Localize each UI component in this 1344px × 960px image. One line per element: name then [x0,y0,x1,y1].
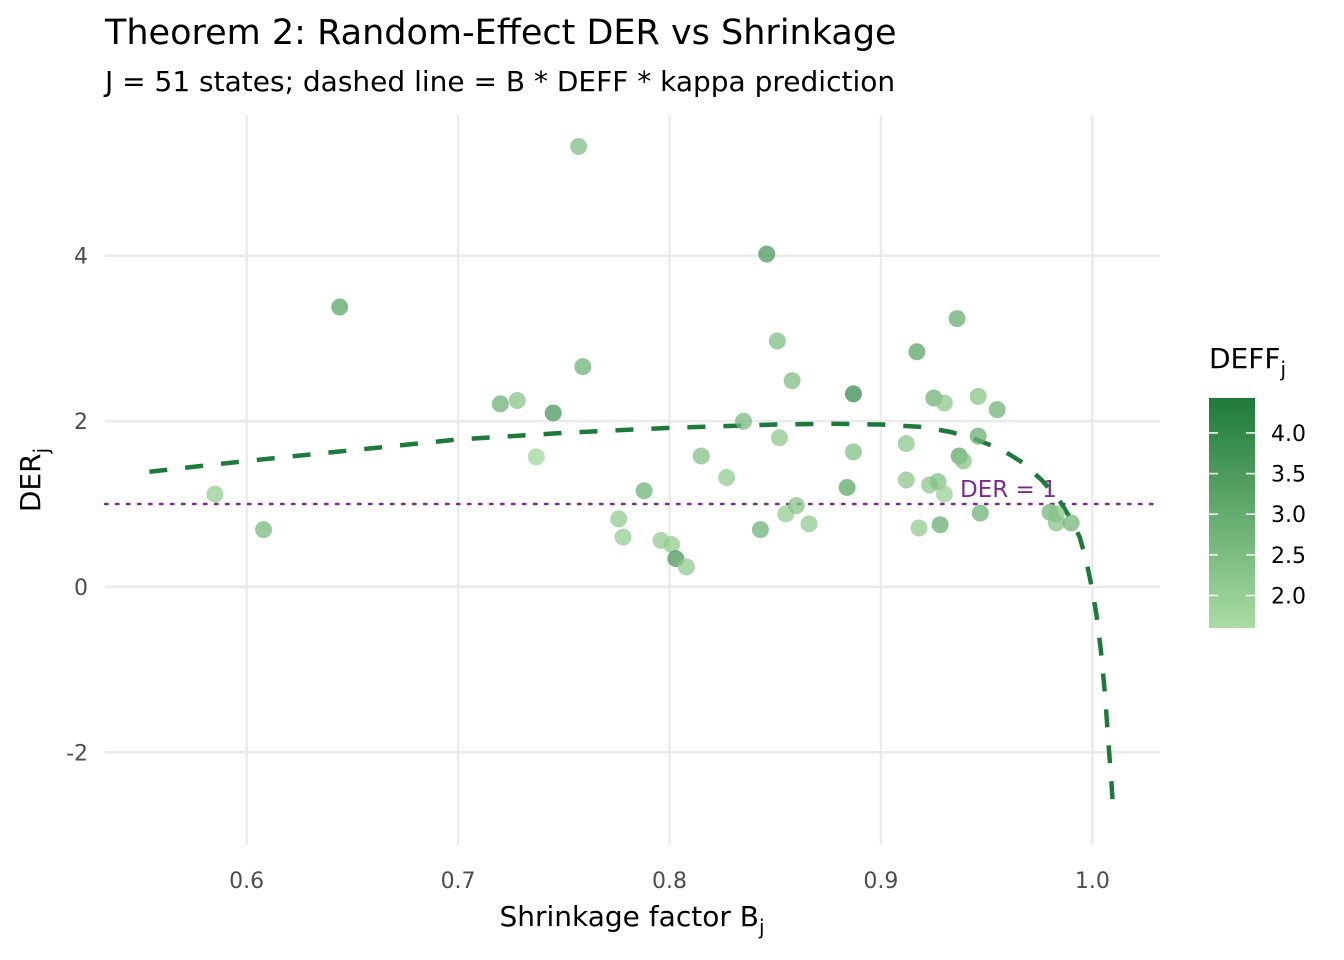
data-point [897,435,915,453]
y-axis-label: DERj [14,448,53,512]
data-point [255,521,273,539]
legend-tick-label: 4.0 [1271,422,1306,447]
data-point [206,485,224,503]
data-point [988,401,1006,419]
data-point [331,298,349,316]
data-point [787,497,805,515]
legend-colorbar [1209,398,1255,628]
data-point [844,385,862,403]
y-tick-label: -2 [66,741,88,766]
x-tick-label: 0.8 [652,869,687,894]
data-point [718,469,736,487]
data-point [969,387,987,405]
data-point [614,528,632,546]
data-point [897,471,915,489]
x-axis-label-main: Shrinkage factor B [499,900,758,933]
data-point [635,482,653,500]
data-point [491,395,509,413]
data-point [1062,514,1080,532]
x-axis-label: Shrinkage factor Bj [499,900,764,939]
data-point [677,558,695,576]
data-point [692,447,710,465]
chart-title: Theorem 2: Random-Effect DER vs Shrinkag… [104,13,897,53]
data-point [908,343,926,361]
data-point [570,137,588,155]
legend-title-sub: j [1279,357,1286,381]
data-point [948,310,966,328]
x-tick-label: 1.0 [1075,869,1110,894]
chart-subtitle: J = 51 states; dashed line = B * DEFF * … [103,65,895,98]
data-point [935,394,953,412]
data-point [1047,514,1065,532]
data-point [508,392,526,410]
data-point [783,372,801,390]
prediction-curve [149,421,1116,816]
data-point [574,358,592,376]
data-point [663,536,681,554]
data-point [770,429,788,447]
data-point [910,519,928,537]
data-point [544,404,562,422]
data-point [971,504,989,522]
data-point [610,510,628,528]
y-tick-label: 2 [74,410,88,435]
y-axis-label-main: DER [14,453,47,512]
legend-ticks: 2.0 2.5 3.0 3.5 4.0 [1209,422,1306,609]
legend-title: DEFFj [1209,342,1286,381]
reference-line: DER = 1 [103,477,1162,506]
color-legend: DEFFj 2.0 2.5 3.0 3.5 4.0 [1209,342,1306,628]
data-point [800,515,818,533]
data-point [838,478,856,496]
x-tick-label: 0.7 [441,869,476,894]
data-point [844,443,862,461]
data-point [954,452,972,470]
x-tick-label: 0.6 [229,869,264,894]
y-tick-label: 4 [74,245,88,270]
x-axis-ticks: 0.6 0.7 0.8 0.9 1.0 [229,869,1110,894]
y-axis-ticks: -2 0 2 4 [66,245,88,767]
data-point [751,521,769,539]
legend-tick-label: 3.0 [1271,503,1306,528]
data-point [527,448,545,466]
data-point [734,412,752,430]
legend-tick-label: 2.0 [1271,584,1306,609]
data-point [768,332,786,350]
data-point [935,485,953,503]
legend-title-main: DEFF [1209,342,1280,375]
data-point [758,245,776,263]
legend-tick-label: 2.5 [1271,544,1306,569]
y-tick-label: 0 [74,576,88,601]
x-axis-label-sub: j [758,915,765,939]
x-tick-label: 0.9 [863,869,898,894]
data-points [206,137,1080,576]
grid [105,115,1160,845]
legend-tick-label: 3.5 [1271,463,1306,488]
data-point [931,516,949,534]
prediction-dashed-line [149,421,1116,816]
data-point [969,427,987,445]
y-axis-label-sub: j [29,448,53,455]
